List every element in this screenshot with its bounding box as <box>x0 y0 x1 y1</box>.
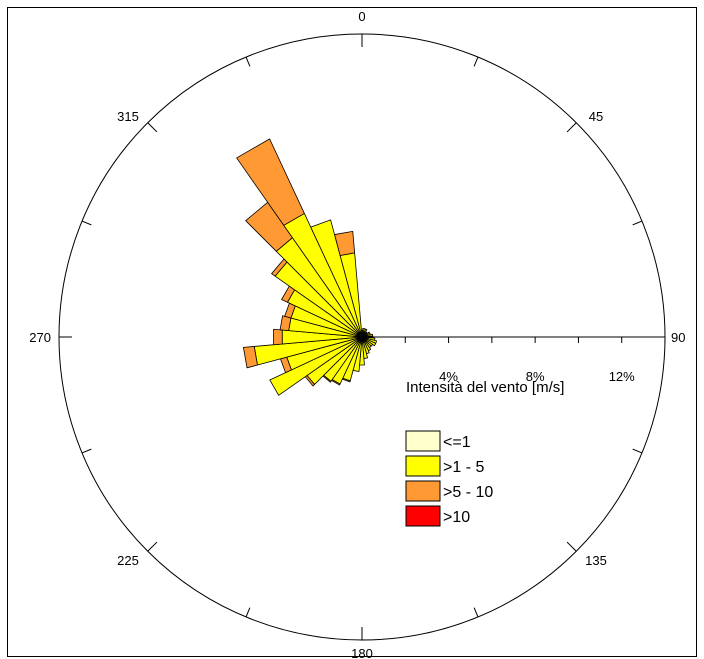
legend: Intensità del vento [m/s] <=1 >1 - 5 >5 - … <box>405 379 564 527</box>
direction-label-0: 0 <box>358 9 365 24</box>
direction-label-225: 225 <box>117 553 139 568</box>
direction-label-315: 315 <box>117 109 139 124</box>
compass-tick <box>81 448 92 454</box>
compass-tick <box>81 220 92 226</box>
sector-bar-280-bin-2 <box>279 315 292 331</box>
direction-label-270: 270 <box>29 330 51 345</box>
legend-label: >10 <box>443 509 470 526</box>
sector-bar-270-bin-2 <box>273 328 283 346</box>
sector-bars <box>236 138 378 396</box>
sector-bar-260-bin-2 <box>243 346 258 369</box>
legend-label: >5 - 10 <box>443 484 493 501</box>
direction-label-90: 90 <box>671 330 685 345</box>
radial-tick-label: 8% <box>526 369 545 384</box>
compass-tick <box>566 122 577 133</box>
legend-title: Intensità del vento [m/s] <box>406 379 564 396</box>
legend-swatch <box>405 455 441 477</box>
direction-label-45: 45 <box>589 109 603 124</box>
legend-label: >1 - 5 <box>443 459 484 476</box>
compass-tick <box>147 541 158 552</box>
direction-label-180: 180 <box>351 646 373 659</box>
compass-tick <box>632 220 643 226</box>
compass-tick <box>147 122 158 133</box>
legend-label: <=1 <box>443 434 471 451</box>
legend-swatch <box>405 430 441 452</box>
compass-tick <box>473 56 479 67</box>
radial-axis: 4% 8% 12% <box>362 336 666 384</box>
direction-labels: 0 45 90 135 180 225 270 315 <box>29 9 685 659</box>
chart-frame <box>7 7 697 657</box>
compass-tick <box>245 607 251 618</box>
legend-swatch <box>405 480 441 502</box>
sector-bar-350-bin-2 <box>334 230 356 256</box>
compass-tick <box>473 607 479 618</box>
radial-tick-label: 12% <box>609 369 635 384</box>
compass-tick <box>245 56 251 67</box>
direction-label-135: 135 <box>585 553 607 568</box>
compass-tick <box>632 448 643 454</box>
compass-tick <box>566 541 577 552</box>
legend-swatch <box>405 505 441 527</box>
sector-bar-330-bin-2 <box>236 138 305 226</box>
radial-tick-label: 4% <box>439 369 458 384</box>
legend-items: <=1 >1 - 5 >5 - 10 >10 <box>405 430 493 527</box>
